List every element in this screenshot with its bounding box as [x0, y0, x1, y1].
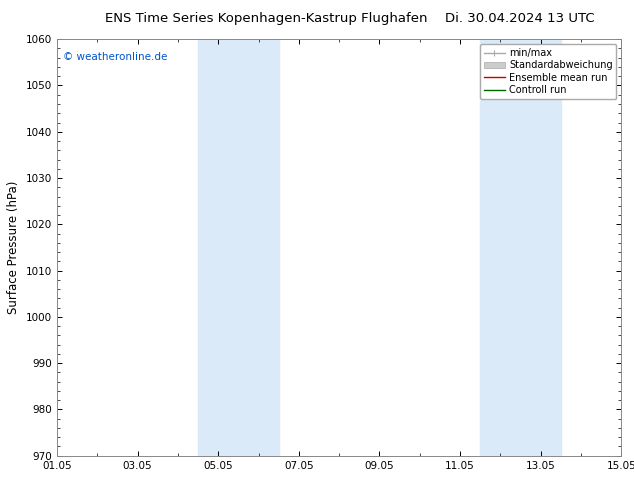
Legend: min/max, Standardabweichung, Ensemble mean run, Controll run: min/max, Standardabweichung, Ensemble me…: [480, 44, 616, 99]
Y-axis label: Surface Pressure (hPa): Surface Pressure (hPa): [8, 181, 20, 314]
Bar: [481, 39, 561, 456]
Text: Di. 30.04.2024 13 UTC: Di. 30.04.2024 13 UTC: [445, 12, 595, 25]
Text: © weatheronline.de: © weatheronline.de: [63, 51, 167, 62]
Bar: [198, 39, 279, 456]
Text: ENS Time Series Kopenhagen-Kastrup Flughafen: ENS Time Series Kopenhagen-Kastrup Flugh…: [105, 12, 427, 25]
